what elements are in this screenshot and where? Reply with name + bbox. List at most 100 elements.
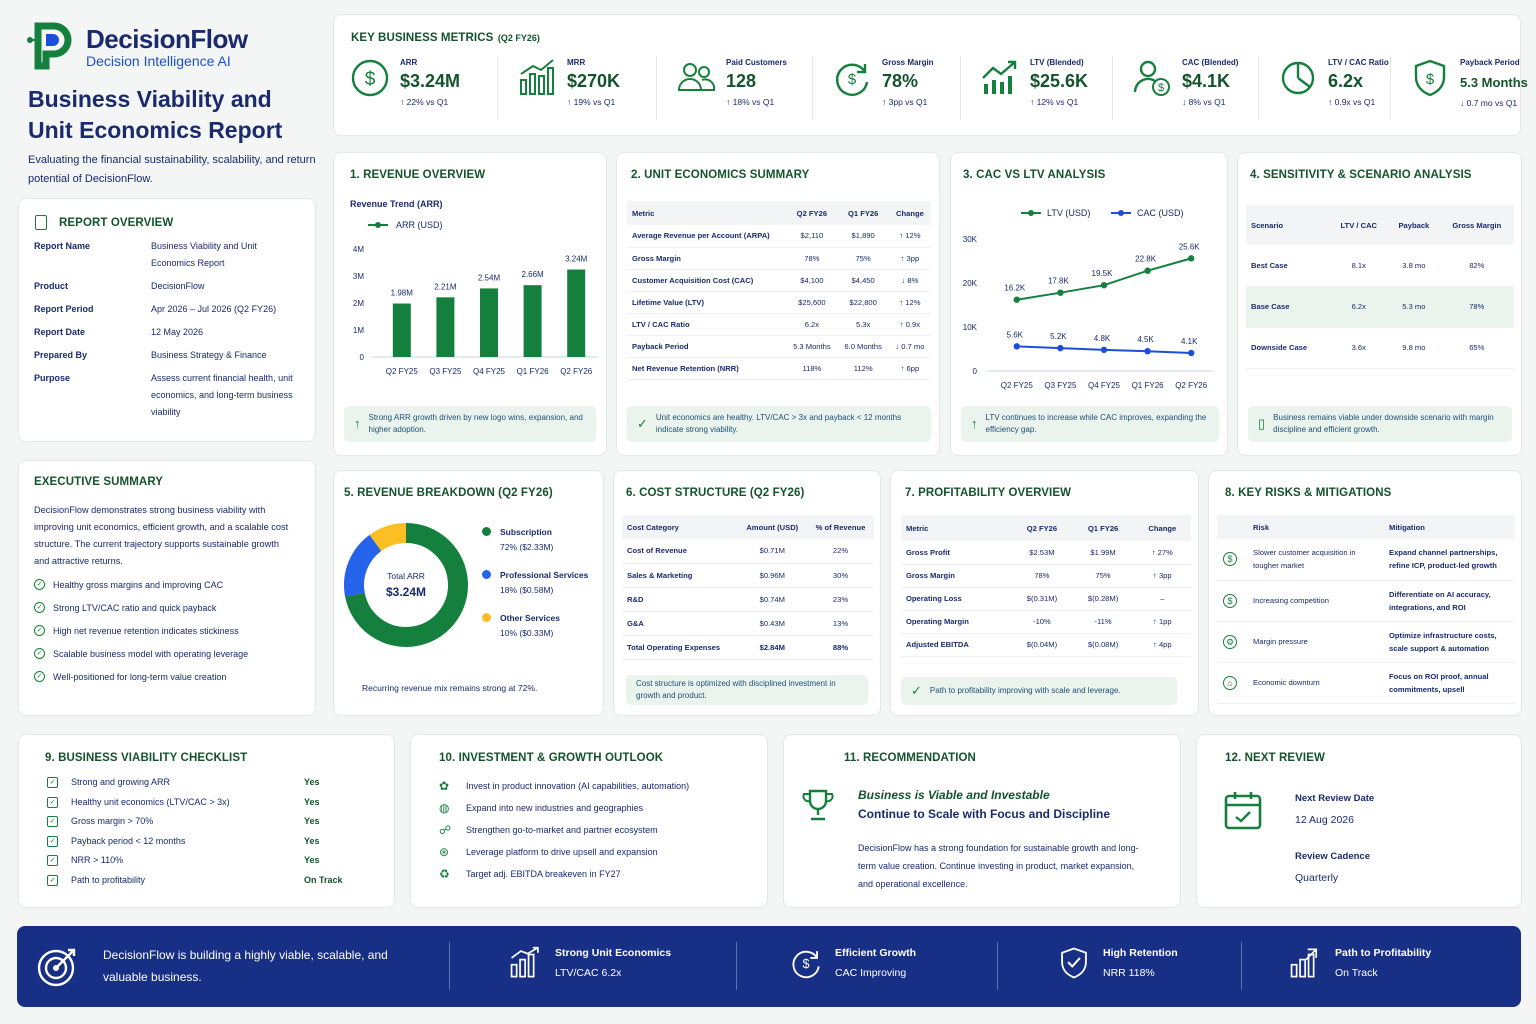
banner-item-text: High Retention NRR 118%: [1103, 947, 1178, 979]
bar: [436, 297, 455, 357]
checkbox-icon: ✓: [47, 835, 58, 847]
next-review-card: 12. NEXT REVIEW Next Review Date 12 Aug …: [1196, 734, 1522, 908]
table-row: Gross Margin 78% 75% ↑ 3pp: [901, 564, 1191, 588]
table-cell: -11%: [1072, 610, 1134, 634]
bank-icon: ⌂: [1223, 675, 1237, 690]
table-header-cell: % of Revenue: [806, 515, 874, 539]
bar: [480, 288, 498, 357]
table-cell: ↑ 0.9x: [888, 313, 931, 336]
data-label: 4.1K: [1181, 337, 1198, 346]
table-cell: $2,110: [786, 225, 838, 248]
next-review-date-label: Next Review Date: [1295, 793, 1375, 804]
user-cost-icon: $: [1133, 60, 1170, 96]
risk-text: Slower customer acquisition in tougher m…: [1253, 548, 1356, 571]
table-cell: Operating Margin: [901, 610, 1012, 634]
y-tick-label: 1M: [353, 326, 364, 335]
data-label: 16.2K: [1004, 284, 1026, 293]
report-title-line2: Unit Economics Report: [28, 117, 283, 143]
overview-value: Business Strategy & Finance: [151, 350, 267, 360]
dollar-circle-icon: $: [1223, 593, 1237, 608]
bar: [523, 285, 542, 357]
executive-point-text: Strong LTV/CAC ratio and quick payback: [53, 602, 217, 613]
kpi-label: Paid Customers: [726, 58, 787, 67]
table-cell: 8.1x: [1329, 245, 1389, 287]
table-cell: $1,890: [837, 225, 889, 248]
report-title-line1: Business Viability and: [28, 86, 272, 112]
legend-marker-dot: [375, 222, 381, 228]
table-header-cell: Gross Margin: [1439, 205, 1514, 245]
bar-value-label: 2.66M: [521, 270, 544, 279]
key-metrics-heading: KEY BUSINESS METRICS: [351, 32, 494, 44]
table-cell: ↑ 27%: [1133, 541, 1191, 565]
checklist-item: Path to profitability: [71, 874, 146, 885]
table-header-cell: Metric: [901, 515, 1012, 541]
check-circle-icon: ✓: [911, 683, 922, 698]
executive-point: ✓ Scalable business model with operating …: [34, 648, 248, 659]
risk-cell: $ Increasing competition: [1217, 580, 1367, 622]
mitigation-cell: Optimize infrastructure costs, scale sup…: [1367, 621, 1515, 663]
y-tick-label: 0: [973, 367, 978, 376]
svg-text:$: $: [1158, 82, 1164, 94]
checkbox-icon: ✓: [47, 796, 58, 808]
kpi-label: CAC (Blended): [1182, 58, 1239, 67]
table-row: Net Revenue Retention (NRR) 118% 112% ↑ 6pp: [627, 357, 931, 380]
dollar-cycle-icon: $: [835, 63, 869, 96]
banner-item: $ Efficient Growth CAC Improving: [789, 946, 916, 980]
globe-icon: ◍: [439, 801, 450, 815]
table-cell: ↑ 12%: [888, 225, 931, 248]
table-row: Operating Margin -10% -11% ↑ 1pp: [901, 610, 1191, 634]
table-cell: $(0.31M): [1011, 587, 1073, 611]
checkbox-icon: ✓: [47, 816, 58, 827]
series-line: [1016, 257, 1192, 301]
table-cell: $1.99M: [1072, 541, 1134, 565]
cac-ltv-card: 3. CAC VS LTV ANALYSIS LTV (USD) CAC (USD…: [950, 152, 1228, 456]
data-point: [1100, 282, 1108, 289]
overview-value: Assess current financial health, unit ec…: [151, 373, 293, 417]
revenue-breakdown-card: 5. REVENUE BREAKDOWN (Q2 FY26) Total ARR…: [333, 470, 604, 716]
table-cell: 30%: [806, 563, 874, 588]
table-cell: Customer Acquisition Cost (CAC): [627, 269, 787, 292]
kpi-divider: [1258, 56, 1259, 120]
kpi-divider: [960, 56, 961, 120]
checklist-status: Yes: [304, 855, 320, 865]
svg-text:$: $: [848, 71, 857, 88]
kpi-text: LTV / CAC Ratio 6.2x ↑ 0.9x vs Q1: [1328, 44, 1389, 124]
cac-ltv-note-text: LTV continues to increase while CAC impr…: [985, 413, 1207, 434]
checkbox-icon: ✓: [47, 855, 58, 866]
x-tick-label: Q1 FY26: [1132, 381, 1165, 390]
kpi-mrr: MRR $270K ↑ 19% vs Q1: [517, 44, 620, 124]
kpi-text: LTV (Blended) $25.6K ↑ 12% vs Q1: [1030, 44, 1088, 124]
executive-point: ✓ Healthy gross margins and improving CAC: [34, 579, 223, 590]
table-cell: Base Case: [1246, 286, 1330, 328]
revenue-note: ↑ Strong ARR growth driven by new logo wi…: [344, 406, 596, 442]
recommendation-text: DecisionFlow has a strong foundation for…: [858, 843, 1139, 889]
table-cell: ↑ 3pp: [888, 247, 931, 270]
sensitivity-note: ▯ Business remains viable under downside …: [1248, 406, 1512, 442]
table-header-cell: Mitigation: [1367, 515, 1515, 539]
table-header-cell: Q2 FY26: [1011, 515, 1073, 541]
cost-structure-heading: 6. COST STRUCTURE (Q2 FY26): [626, 487, 805, 499]
table-row: Lifetime Value (LTV) $25,600 $22,800 ↑ 12%: [627, 291, 931, 314]
shield-dollar-icon: $: [1414, 59, 1446, 97]
kpi-value: $270K: [567, 71, 621, 91]
dollar-circle-icon: $: [1223, 552, 1237, 566]
table-cell: $2.84M: [737, 635, 807, 660]
x-tick-label: Q2 FY26: [560, 367, 593, 376]
executive-point-text: High net revenue retention indicates sti…: [53, 625, 239, 636]
brand-tagline: Decision Intelligence AI: [86, 52, 231, 69]
table-cell: 6.2x: [1329, 286, 1389, 328]
kpi-cac-blended-: $ CAC (Blended) $4.1K ↓ 8% vs Q1: [1132, 44, 1238, 124]
sensitivity-table: Scenario LTV / CAC Payback Gross Margin Best…: [1246, 205, 1514, 369]
cost-structure-note: Cost structure is optimized with discipl…: [626, 675, 868, 705]
banner-divider: [449, 942, 450, 990]
risks-card: 8. KEY RISKS & MITIGATIONS Risk Mitigatio…: [1208, 470, 1522, 716]
table-cell: $22,800: [837, 291, 889, 314]
table-cell: Average Revenue per Account (ARPA): [627, 225, 787, 248]
table-row: $ Increasing competition Differentiate on …: [1217, 580, 1515, 622]
cost-structure-table: Cost Category Amount (USD)% of Revenue Cos…: [622, 515, 874, 660]
document-icon: ▯: [1258, 416, 1266, 431]
table-header-cell: Q1 FY26: [837, 201, 889, 225]
table-header-cell: Metric: [627, 201, 787, 225]
table-cell: Sales & Marketing: [622, 563, 738, 588]
table-row: LTV / CAC Ratio 6.2x 5.3x ↑ 0.9x: [627, 313, 931, 336]
